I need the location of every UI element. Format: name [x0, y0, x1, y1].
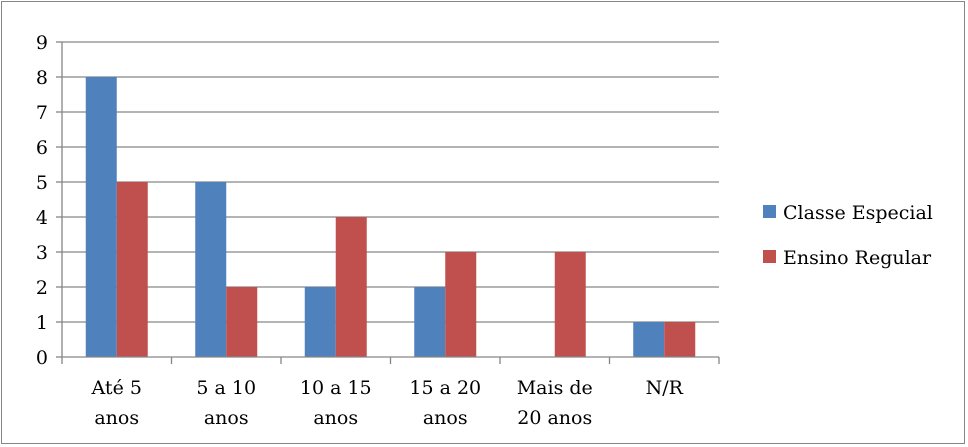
- bar-ensino-regular: [335, 217, 367, 357]
- bar-ensino-regular: [554, 252, 586, 357]
- bar-classe-especial: [85, 77, 117, 357]
- y-axis-ticks: 0 1 2 3 4 5 6 7 8 9: [36, 32, 62, 369]
- axes: [61, 42, 719, 358]
- x-tick-label: 10 a 15: [300, 377, 372, 399]
- x-tick-label: anos: [423, 407, 468, 429]
- legend: Classe Especial Ensino Regular: [763, 202, 933, 269]
- bar-classe-especial: [195, 182, 227, 357]
- bar-ensino-regular: [226, 287, 258, 357]
- y-tick-label: 8: [36, 67, 48, 89]
- x-axis-ticks: Até 5 anos 5 a 10 anos 10 a 15 anos 15 a 20 ano…: [61, 357, 720, 429]
- legend-label: Ensino Regular: [783, 247, 932, 269]
- y-tick-label: 9: [36, 32, 48, 54]
- bar-classe-especial: [633, 322, 665, 357]
- bar-classe-especial: [304, 287, 336, 357]
- x-tick-label: Até 5: [91, 377, 142, 399]
- bars: [85, 77, 696, 357]
- x-tick-label: 5 a 10: [196, 377, 256, 399]
- y-tick-label: 4: [36, 207, 48, 229]
- x-tick-label: anos: [313, 407, 358, 429]
- gridlines: [62, 41, 719, 323]
- x-tick-label: Mais de: [517, 377, 593, 399]
- bar-ensino-regular: [445, 252, 477, 357]
- y-tick-label: 3: [36, 242, 48, 264]
- legend-swatch: [763, 250, 776, 263]
- x-tick-label: anos: [94, 407, 139, 429]
- legend-swatch: [763, 205, 776, 218]
- y-tick-label: 2: [36, 277, 48, 299]
- legend-label: Classe Especial: [783, 202, 933, 224]
- x-tick-label: 15 a 20: [409, 377, 481, 399]
- y-tick-label: 7: [36, 102, 48, 124]
- y-tick-label: 6: [36, 137, 48, 159]
- y-tick-label: 5: [36, 172, 48, 194]
- bar-ensino-regular: [116, 182, 148, 357]
- y-tick-label: 1: [36, 312, 48, 334]
- bar-ensino-regular: [664, 322, 696, 357]
- bar-classe-especial: [414, 287, 446, 357]
- x-tick-label: 20 anos: [517, 407, 592, 429]
- x-tick-label: N/R: [646, 377, 684, 399]
- x-tick-label: anos: [204, 407, 249, 429]
- y-tick-label: 0: [36, 347, 48, 369]
